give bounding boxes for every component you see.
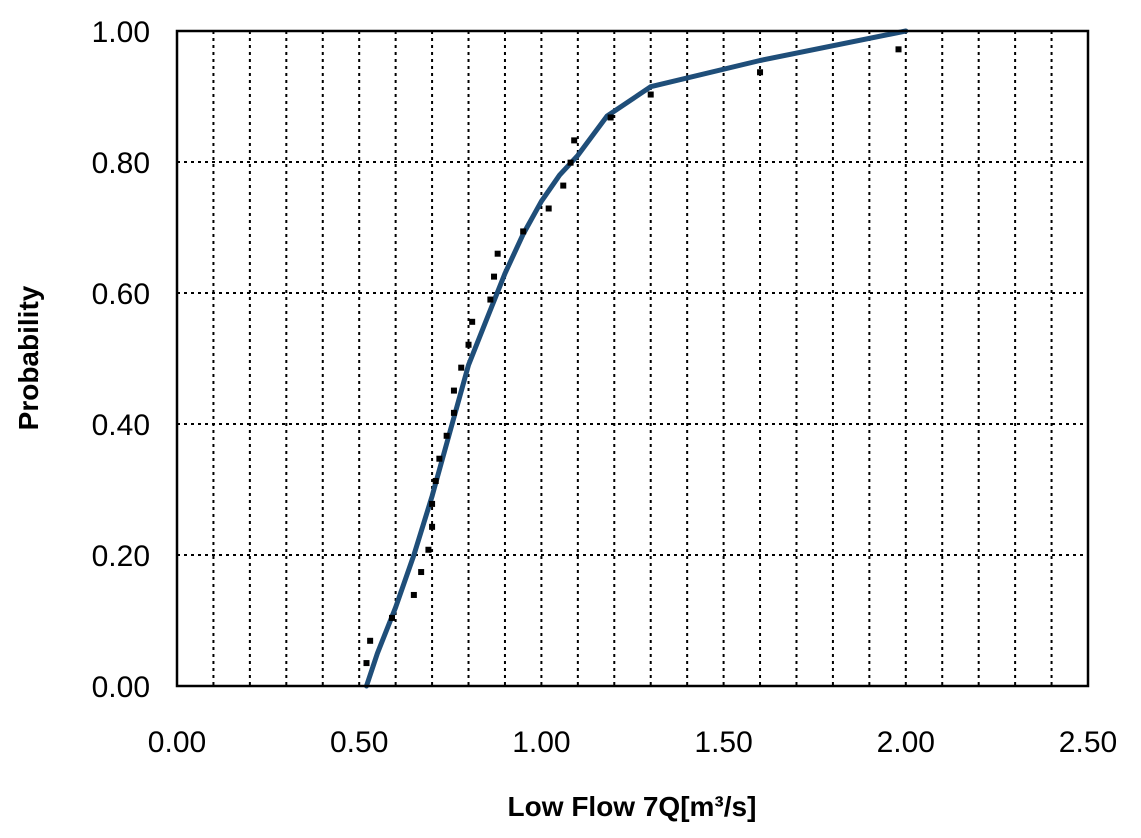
data-point [494,250,501,257]
y-axis-title: Probability [13,285,44,430]
data-point [410,591,417,598]
y-tick-label: 1.00 [92,16,150,49]
plot-area-frame [175,29,1090,688]
data-point [545,205,552,212]
data-point [443,432,450,439]
series-layer [363,28,909,689]
y-tick-label: 0.40 [92,409,150,442]
data-point [436,455,443,462]
data-point [450,387,457,394]
x-tick-label: 1.00 [512,726,570,759]
y-tick-label: 0.00 [92,671,150,704]
data-point [367,637,374,644]
y-tick-label: 0.20 [92,540,150,573]
data-point [450,409,457,416]
data-point [560,182,567,189]
data-point [567,159,574,166]
data-point [458,364,465,371]
data-point [469,318,476,325]
x-tick-label: 2.50 [1059,726,1117,759]
data-point [465,341,472,348]
data-point [363,660,370,667]
x-axis-title: Low Flow 7Q[m³/s] [508,791,757,822]
data-point [432,477,439,484]
data-point [520,228,527,235]
data-point [895,46,902,53]
fitted-curve-line [364,28,909,689]
x-tick-label: 0.50 [330,726,388,759]
data-point [425,546,432,553]
data-point [418,569,425,576]
data-point [491,273,498,280]
data-point [388,614,395,621]
data-point [647,91,654,98]
data-point [429,523,436,530]
x-tick-label: 2.00 [877,726,935,759]
y-tick-label: 0.60 [92,278,150,311]
tick-label-layer: 0.00 0.50 1.00 1.50 2.00 2.50 0.00 0.20 0.40 0.60… [92,16,1118,759]
data-point [607,114,614,121]
data-point [487,296,494,303]
grid-layer [177,31,1088,686]
data-point [429,500,436,507]
data-point [757,69,764,76]
x-tick-label: 0.00 [148,726,206,759]
data-point [571,137,578,144]
x-tick-label: 1.50 [694,726,752,759]
y-tick-label: 0.80 [92,147,150,180]
